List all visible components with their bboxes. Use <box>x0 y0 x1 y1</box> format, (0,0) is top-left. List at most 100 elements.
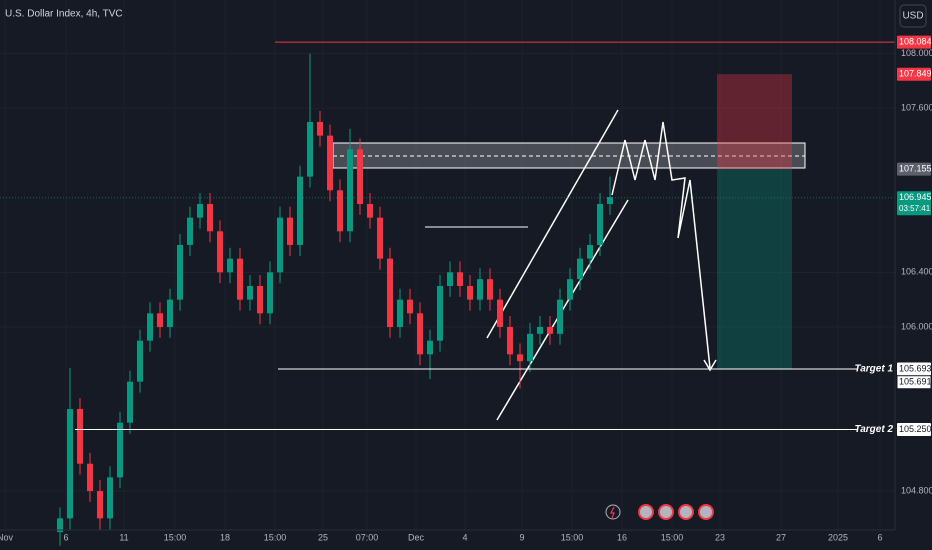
candle-body <box>277 217 283 273</box>
candle-body <box>357 149 363 204</box>
stop-label: 107.849 <box>899 69 932 79</box>
candle-body <box>597 203 603 245</box>
x-tick-label: 15:00 <box>661 532 684 542</box>
event-flag[interactable] <box>678 504 694 520</box>
candle-body <box>257 285 263 314</box>
target1-label-bg <box>897 362 931 376</box>
x-tick-label: 15:00 <box>561 532 584 542</box>
candle-body <box>287 217 293 245</box>
price-axis <box>895 0 932 550</box>
resistance-label-bg <box>897 35 931 49</box>
x-tick-label: 25 <box>318 532 328 542</box>
candle-body <box>507 326 513 355</box>
projection-path <box>611 121 711 369</box>
candles <box>57 53 613 546</box>
candle-body <box>97 491 103 519</box>
candle-body <box>87 463 93 492</box>
candle-body <box>457 272 463 286</box>
x-tick-label: Nov <box>0 532 13 542</box>
candle-body <box>107 477 113 519</box>
economic-events <box>638 504 714 520</box>
candle-body <box>347 149 353 232</box>
candle-body <box>197 203 203 218</box>
x-tick-label: 16 <box>617 532 627 542</box>
candle-body <box>157 313 163 327</box>
y-tick-label: 106.400 <box>901 267 932 277</box>
x-tick-label: 6 <box>63 532 68 542</box>
candle-body <box>127 381 133 423</box>
candle-body <box>217 231 223 273</box>
candle-body <box>367 203 373 218</box>
event-icon-bolt <box>610 506 615 519</box>
candle-body <box>307 121 313 177</box>
x-tick-label: 07:00 <box>356 532 379 542</box>
event-flag[interactable] <box>638 504 654 520</box>
candle-body <box>497 299 503 327</box>
event-icon[interactable] <box>605 504 621 520</box>
candle-body <box>477 279 483 300</box>
candle-body <box>557 299 563 334</box>
candle-body <box>447 272 453 286</box>
candle-body <box>187 217 193 245</box>
event-flag[interactable] <box>658 504 674 520</box>
stop-zone <box>717 74 792 170</box>
x-tick-label: 15:00 <box>164 532 187 542</box>
x-tick-label: 15:00 <box>264 532 287 542</box>
target2-text: Target 2 <box>854 424 893 435</box>
candle-body <box>387 258 393 327</box>
channel-upper <box>486 109 619 339</box>
y-tick-label: 108.000 <box>901 48 932 58</box>
candle-body <box>177 244 183 300</box>
candle-body <box>567 279 573 300</box>
candle-body <box>437 285 443 341</box>
countdown-label: 03:57:41 <box>899 204 931 213</box>
projection-arrow <box>703 359 717 372</box>
candle-body <box>547 326 553 334</box>
candle-body <box>117 422 123 478</box>
candle-body <box>537 326 543 334</box>
candle-body <box>397 299 403 327</box>
chart-title: U.S. Dollar Index, 4h, TVC <box>5 9 123 20</box>
x-tick-label: Dec <box>408 532 425 542</box>
y-tick-label: 106.000 <box>901 321 932 331</box>
x-tick-label: 18 <box>220 532 230 542</box>
candle-body <box>137 340 143 382</box>
candle-body <box>587 244 593 259</box>
target1-label: 105.693 <box>899 363 932 373</box>
candle-body <box>317 121 323 136</box>
candle-body <box>167 299 173 327</box>
x-tick-label: 27 <box>776 532 786 542</box>
currency-button[interactable] <box>899 4 927 28</box>
resistance-label: 108.084 <box>899 36 932 46</box>
currency-label: USD <box>902 11 923 22</box>
candle-body <box>147 313 153 341</box>
x-tick-label: 23 <box>715 532 725 542</box>
candle-body <box>77 409 83 464</box>
candle-body <box>427 340 433 355</box>
profit-zone <box>717 169 792 369</box>
candle-body <box>237 258 243 300</box>
candle-body <box>227 258 233 273</box>
target-price-label: 105.691 <box>899 377 932 387</box>
grid <box>0 53 895 492</box>
candle-body <box>247 285 253 300</box>
x-tick-label: 2025 <box>828 532 848 542</box>
candle-body <box>527 333 533 362</box>
candle-body <box>577 258 583 280</box>
x-tick-label: 4 <box>462 532 467 542</box>
candle-body <box>297 176 303 245</box>
candle-body <box>377 217 383 259</box>
entry-label: 107.155 <box>899 163 932 173</box>
candle-body <box>467 285 473 300</box>
last-price-label-bg <box>897 191 931 216</box>
event-flag[interactable] <box>698 504 714 520</box>
x-tick-label: 9 <box>519 532 524 542</box>
candle-body <box>207 203 213 232</box>
stop-label-bg <box>897 67 931 81</box>
candle-body <box>67 409 73 519</box>
candle-body <box>517 354 523 362</box>
target2-label: 105.250 <box>899 424 932 434</box>
levels: Target 1 Target 2 <box>0 41 895 435</box>
candle-body <box>337 190 343 232</box>
